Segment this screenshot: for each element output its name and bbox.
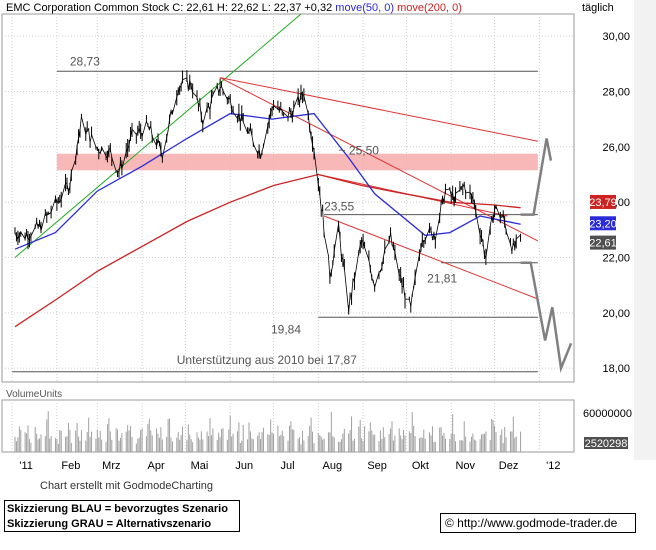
value-badge	[590, 216, 616, 231]
x-tick-label: Mrz	[102, 460, 120, 472]
volume-last-label: 2520298	[585, 438, 628, 450]
volume-panel-title: VolumeUnits	[6, 389, 62, 400]
chart-annotation: ~ 25,50	[339, 144, 380, 158]
right-axis-strip	[634, 0, 656, 460]
ma200-legend: move(200, 0)	[397, 2, 462, 14]
x-tick-label: Okt	[412, 460, 429, 472]
chart-header: EMC Corporation Common Stock C: 22,61 H:…	[6, 2, 462, 14]
ma50-legend: move(50, 0)	[335, 2, 394, 14]
x-tick-label: Dez	[499, 460, 519, 472]
x-tick-label: Apr	[148, 460, 165, 472]
value-badge-label: 23,20	[589, 218, 617, 230]
scenario-gray-path	[520, 138, 553, 216]
x-tick-label: Feb	[61, 460, 80, 472]
ma200-line	[14, 173, 521, 328]
chart-annotation: 23,55	[324, 200, 354, 214]
quote-values: C: 22,61 H: 22,62 L: 22,37 +0,32	[172, 2, 333, 14]
trendline	[323, 215, 539, 300]
y-tick-label: 18,00	[602, 363, 630, 375]
x-tick-label: Sep	[367, 460, 387, 472]
trendline	[220, 77, 538, 142]
y-tick-label: 22,00	[602, 252, 630, 264]
x-tick-label: Aug	[323, 460, 343, 472]
chart-title: EMC Corporation Common Stock	[6, 2, 170, 14]
chart-annotation: 19,84	[271, 322, 301, 336]
chart-annotation: 21,81	[427, 272, 457, 286]
value-badge	[590, 194, 616, 209]
volume-last-badge	[584, 437, 628, 449]
x-tick-label: '11	[19, 460, 33, 472]
legend-blue: Skizzierung BLAU = bevorzugtes Szenario	[7, 503, 228, 515]
chart-annotation: 28,73	[70, 54, 100, 68]
y-tick-label: 28,00	[602, 86, 630, 98]
x-tick-label: '12	[546, 460, 560, 472]
volume-tick-label: 60000000	[583, 408, 632, 420]
value-badge-label: 22,61	[589, 238, 617, 250]
y-tick-label: 30,00	[602, 31, 630, 43]
source-url[interactable]: © http://www.godmode-trader.de	[440, 513, 636, 533]
y-tick-label: 26,00	[602, 142, 630, 154]
chart-credit: Chart erstellt mit GodmodeCharting	[40, 480, 214, 492]
price-line	[14, 77, 521, 312]
scenario-legend: Skizzierung BLAU = bevorzugtes Szenario …	[4, 500, 240, 532]
period-label: täglich	[582, 2, 614, 14]
value-badge	[590, 235, 616, 250]
price-chart: '11 Feb Mrz Apr Mai Jun Jul Aug Sep Okt Nov Dez '12 3…	[1, 0, 656, 472]
chart-annotation: Unterstützung aus 2010 bei 17,87	[177, 353, 357, 367]
x-tick-label: Jul	[281, 460, 295, 472]
x-tick-label: Jun	[235, 460, 253, 472]
scenario-gray-path	[520, 261, 573, 373]
x-tick-label: Mai	[191, 460, 209, 472]
resistance-zone	[56, 153, 538, 171]
x-tick-label: Nov	[455, 460, 475, 472]
ma50-line	[14, 112, 521, 250]
y-tick-label: 20,00	[602, 308, 630, 320]
value-badge-label: 23,79	[589, 197, 617, 209]
legend-gray: Skizzierung GRAU = Alternativszenario	[7, 518, 212, 530]
